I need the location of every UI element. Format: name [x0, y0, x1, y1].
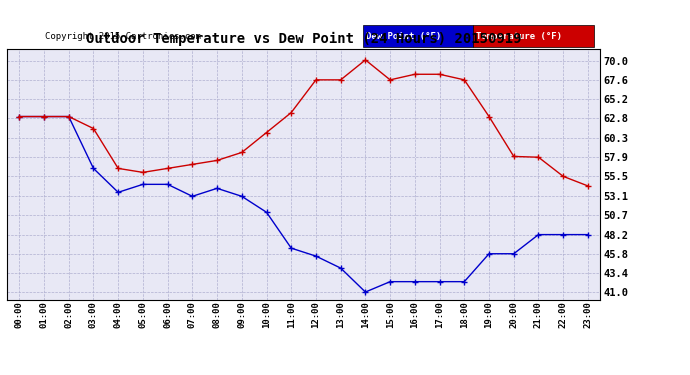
FancyBboxPatch shape — [473, 25, 594, 48]
Text: Dew Point (°F): Dew Point (°F) — [366, 32, 441, 41]
Text: Temperature (°F): Temperature (°F) — [475, 32, 562, 41]
Title: Outdoor Temperature vs Dew Point (24 Hours) 20150919: Outdoor Temperature vs Dew Point (24 Hou… — [86, 32, 522, 46]
FancyBboxPatch shape — [363, 25, 473, 48]
Text: Copyright 2015 Cartronics.com: Copyright 2015 Cartronics.com — [45, 32, 201, 41]
